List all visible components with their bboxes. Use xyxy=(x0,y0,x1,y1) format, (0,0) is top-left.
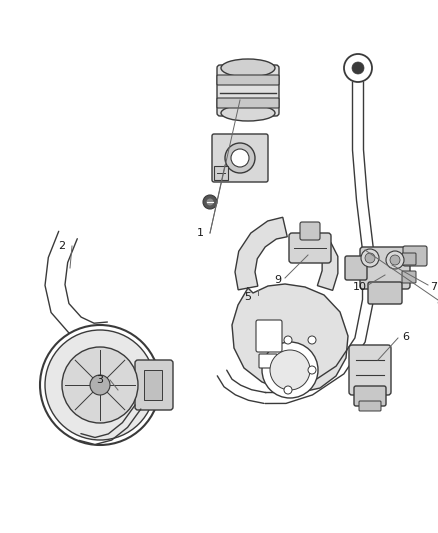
Text: 8: 8 xyxy=(436,297,438,307)
Text: 9: 9 xyxy=(275,275,282,285)
FancyBboxPatch shape xyxy=(217,65,279,116)
Circle shape xyxy=(90,375,110,395)
Text: 10: 10 xyxy=(353,282,367,292)
Bar xyxy=(144,370,162,400)
Polygon shape xyxy=(79,405,141,445)
FancyBboxPatch shape xyxy=(217,98,279,108)
Circle shape xyxy=(390,255,400,265)
FancyBboxPatch shape xyxy=(300,222,320,240)
FancyBboxPatch shape xyxy=(345,256,367,280)
Circle shape xyxy=(361,249,379,267)
Text: 1: 1 xyxy=(197,228,204,238)
FancyBboxPatch shape xyxy=(259,354,277,368)
Circle shape xyxy=(352,62,364,74)
Polygon shape xyxy=(304,232,338,290)
Ellipse shape xyxy=(221,105,275,121)
Polygon shape xyxy=(217,370,266,403)
FancyBboxPatch shape xyxy=(212,134,268,182)
Bar xyxy=(214,166,228,180)
Ellipse shape xyxy=(225,143,255,173)
Text: 7: 7 xyxy=(431,282,438,292)
Circle shape xyxy=(365,253,375,263)
Circle shape xyxy=(344,54,372,82)
FancyBboxPatch shape xyxy=(402,253,416,265)
Text: 5: 5 xyxy=(244,292,251,302)
Ellipse shape xyxy=(231,149,249,167)
FancyBboxPatch shape xyxy=(403,246,427,266)
Circle shape xyxy=(262,342,318,398)
Polygon shape xyxy=(265,82,374,403)
Circle shape xyxy=(203,195,217,209)
Circle shape xyxy=(308,336,316,344)
Text: 2: 2 xyxy=(58,241,66,251)
Text: 6: 6 xyxy=(403,332,410,342)
Text: 3: 3 xyxy=(96,375,103,385)
FancyBboxPatch shape xyxy=(349,345,391,395)
Circle shape xyxy=(386,251,404,269)
FancyBboxPatch shape xyxy=(256,320,282,352)
Circle shape xyxy=(40,325,160,445)
FancyBboxPatch shape xyxy=(354,386,386,406)
FancyBboxPatch shape xyxy=(360,247,410,289)
Circle shape xyxy=(270,350,310,390)
Polygon shape xyxy=(232,284,348,392)
Circle shape xyxy=(62,347,138,423)
Circle shape xyxy=(284,386,292,394)
Ellipse shape xyxy=(221,59,275,77)
Polygon shape xyxy=(45,231,109,343)
FancyBboxPatch shape xyxy=(368,282,402,304)
Circle shape xyxy=(206,198,213,206)
FancyBboxPatch shape xyxy=(289,233,331,263)
FancyBboxPatch shape xyxy=(217,75,279,85)
FancyBboxPatch shape xyxy=(359,401,381,411)
Polygon shape xyxy=(235,217,287,290)
Circle shape xyxy=(284,336,292,344)
Circle shape xyxy=(308,366,316,374)
Circle shape xyxy=(45,330,155,440)
FancyBboxPatch shape xyxy=(135,360,173,410)
FancyBboxPatch shape xyxy=(402,271,416,283)
